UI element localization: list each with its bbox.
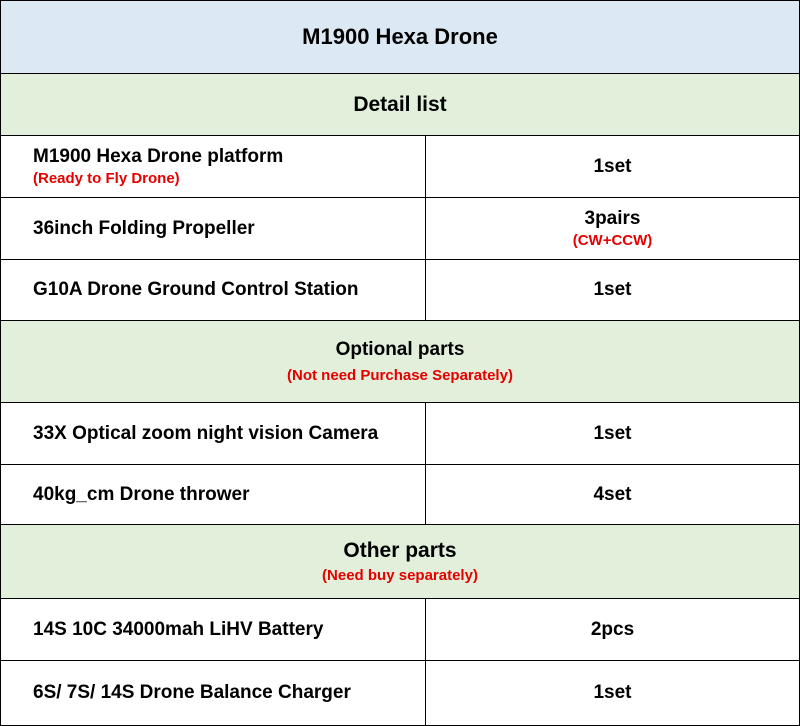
item-qty-cell: 1set [426,661,799,725]
item-qty-cell: 1set [426,136,799,197]
item-name-cell: 33X Optical zoom night vision Camera [1,403,426,464]
section-heading: Detail list [353,92,447,116]
item-qty: 2pcs [590,618,635,640]
item-name: 6S/ 7S/ 14S Drone Balance Charger [33,682,351,703]
item-name: M1900 Hexa Drone platform [33,146,284,167]
table-row: 40kg_cm Drone thrower 4set [1,465,799,525]
item-name-cell: 36inch Folding Propeller [1,198,426,259]
item-name-note: (Ready to Fly Drone) [33,170,180,187]
item-qty-cell: 2pcs [426,599,799,660]
item-qty: 1set [593,279,632,300]
section-header-cell: Other parts (Need buy separately) [1,525,799,598]
item-qty: 1set [593,422,632,444]
section-heading: Optional parts [335,339,465,360]
title-cell: M1900 Hexa Drone [1,1,799,73]
item-name-cell: G10A Drone Ground Control Station [1,260,426,320]
section-header-other-parts: Other parts (Need buy separately) [1,525,799,599]
item-qty-cell: 3pairs (CW+CCW) [426,198,799,259]
table-row: M1900 Hexa Drone platform (Ready to Fly … [1,136,799,198]
item-qty: 4set [593,483,632,505]
table-row: 33X Optical zoom night vision Camera 1se… [1,403,799,465]
section-heading: Other parts [343,539,457,562]
item-qty-note: (CW+CCW) [572,232,653,249]
item-qty: 1set [593,155,632,177]
item-name-cell: 40kg_cm Drone thrower [1,465,426,524]
section-note: (Not need Purchase Separately) [287,367,513,384]
table-row: 36inch Folding Propeller 3pairs (CW+CCW) [1,198,799,260]
section-note: (Need buy separately) [322,567,478,584]
table-row: G10A Drone Ground Control Station 1set [1,260,799,321]
table-row: 6S/ 7S/ 14S Drone Balance Charger 1set [1,661,799,725]
item-qty: 3pairs [584,208,641,229]
section-header-cell: Optional parts (Not need Purchase Separa… [1,321,799,402]
item-name: 40kg_cm Drone thrower [33,483,250,505]
item-name-cell: M1900 Hexa Drone platform (Ready to Fly … [1,136,426,197]
item-name-cell: 6S/ 7S/ 14S Drone Balance Charger [1,661,426,725]
item-name-cell: 14S 10C 34000mah LiHV Battery [1,599,426,660]
table-title: M1900 Hexa Drone [302,24,498,49]
item-name: 33X Optical zoom night vision Camera [33,422,379,444]
table-row: 14S 10C 34000mah LiHV Battery 2pcs [1,599,799,661]
section-header-cell: Detail list [1,74,799,135]
item-name: G10A Drone Ground Control Station [33,279,359,300]
item-qty-cell: 4set [426,465,799,524]
section-header-optional-parts: Optional parts (Not need Purchase Separa… [1,321,799,403]
section-header-detail-list: Detail list [1,74,799,136]
title-row: M1900 Hexa Drone [1,1,799,74]
item-qty-cell: 1set [426,403,799,464]
item-name: 14S 10C 34000mah LiHV Battery [33,618,324,640]
item-qty: 1set [593,682,632,703]
item-qty-cell: 1set [426,260,799,320]
item-name: 36inch Folding Propeller [33,217,255,239]
